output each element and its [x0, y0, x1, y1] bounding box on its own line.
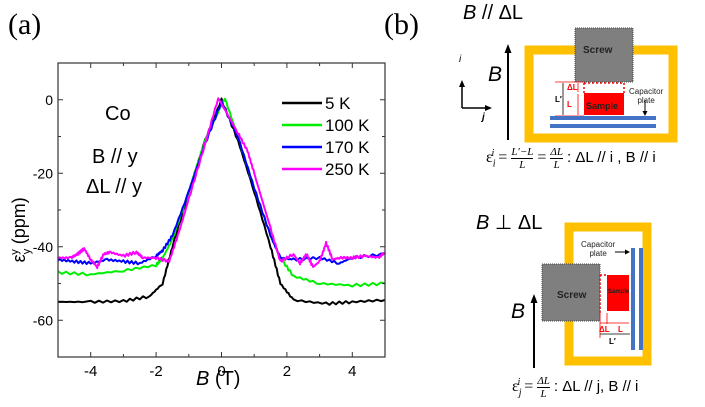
formula-top-tail: : ΔL // i , B // i — [567, 149, 656, 167]
delta-l-label-bottom: ΔL — [599, 325, 610, 334]
capacitor-plate-right-bottom — [639, 248, 643, 350]
diagram-top-title: B // ΔL — [463, 2, 523, 25]
capacitor-plate-left-bottom — [631, 248, 635, 350]
legend-label: 5 K — [325, 94, 351, 113]
frac-num: ΔL — [537, 375, 550, 388]
legend: 5 K 100 K 170 K 250 K — [282, 94, 370, 179]
formula-bottom-tail: : ΔL // j, B // i — [553, 378, 639, 396]
diagram-bottom-title: B ⊥ ΔL — [476, 210, 542, 235]
y-tick-label: -60 — [33, 312, 53, 328]
legend-label: 250 K — [325, 160, 370, 179]
capacitor-plate-lower-top — [550, 124, 656, 128]
annotation-material: Co — [105, 103, 131, 125]
x-tick-label: -2 — [149, 363, 162, 380]
lprime-label-bottom: L′ — [609, 337, 616, 346]
frac1-num: L′−L — [511, 146, 534, 159]
series-line-100k — [57, 97, 386, 288]
axis-j-label: j — [482, 112, 485, 123]
diagram-bottom-title-rest: ⊥ ΔL — [489, 212, 543, 234]
diagram-top — [459, 27, 678, 143]
annotation-strain-direction: ΔL // y — [86, 176, 142, 198]
x-tick-label: -4 — [84, 363, 97, 380]
diagram-bottom-title-b: B — [476, 212, 490, 234]
formula-bottom: εji = ΔL L : ΔL // j, B // i — [512, 375, 639, 400]
x-tick-label: 2 — [283, 363, 291, 380]
capacitor-plate-upper-top — [550, 116, 656, 120]
x-axis-label-var: B — [196, 368, 210, 390]
capacitor-label-bottom-1: Capacitor — [581, 240, 616, 249]
panel-label-b: (b) — [384, 8, 419, 41]
frac2-den: L — [553, 159, 560, 171]
field-label-bottom: B — [511, 300, 526, 323]
sample-label-bottom: Sample — [608, 289, 630, 295]
series-line-250k — [57, 97, 386, 270]
curves-layer — [57, 97, 386, 306]
sample-top — [584, 93, 624, 115]
panel-label-a: (a) — [8, 8, 42, 41]
screw-bottom — [541, 263, 601, 322]
frac1-den: L — [519, 159, 526, 171]
formula-bottom-epsilon: ε — [512, 378, 519, 396]
axis-i-label: i — [459, 54, 462, 65]
y-tick-label: -40 — [33, 239, 53, 255]
diagram-top-title-rest: // ΔL — [476, 2, 524, 24]
field-label-top: B — [488, 63, 503, 86]
x-tick-label: 4 — [348, 363, 356, 380]
legend-label: 170 K — [325, 138, 370, 157]
lprime-label-top: L′ — [555, 95, 562, 104]
capacitor-label-top-2: plate — [637, 96, 655, 105]
sample-bottom — [607, 275, 629, 311]
screw-top — [574, 27, 634, 83]
formula-top-frac2: ΔL L — [550, 146, 563, 171]
formula-top-sup: i — [491, 147, 495, 159]
y-axis-label: εyy (ppm) — [9, 197, 33, 263]
formula-bottom-sup: i — [517, 376, 521, 388]
field-arrowhead-top — [504, 44, 512, 53]
frac-den: L — [540, 388, 547, 400]
sample-label-top: Sample — [586, 101, 619, 111]
axis-j-arrowhead — [485, 105, 492, 111]
formula-top: εii = L′−L L = ΔL L : ΔL // i , B // i — [486, 146, 656, 171]
capacitor-label-bottom: Capacitor plate — [581, 240, 615, 258]
capacitor-label-top-1: Capacitor — [629, 87, 664, 96]
l-label-bottom: L — [618, 325, 623, 334]
screw-label-top: Screw — [583, 45, 613, 56]
axis-i-arrowhead — [459, 80, 465, 87]
frac2-num: ΔL — [550, 146, 563, 159]
y-tick-label: 0 — [45, 92, 53, 108]
formula-bottom-frac: ΔL L — [537, 375, 550, 400]
x-tick-label: 0 — [217, 363, 225, 380]
formula-top-epsilon: ε — [486, 149, 493, 167]
formula-top-frac1: L′−L L — [511, 146, 534, 171]
formula-bottom-sub: j — [518, 387, 522, 399]
diagram-top-title-b: B — [463, 2, 477, 24]
series-line-5k — [57, 97, 386, 306]
x-axis-label: B (T) — [196, 368, 240, 391]
formula-top-sub: i — [492, 158, 496, 170]
capacitor-label-top: Capacitor plate — [629, 87, 663, 105]
annotation-field-direction: B // y — [92, 146, 138, 168]
diagram-bottom — [530, 222, 652, 368]
ticks-layer: -4 -2 0 2 40-20-40-60 — [33, 62, 386, 380]
legend-label: 100 K — [325, 116, 370, 135]
screw-label-bottom: Screw — [557, 290, 587, 301]
x-axis-label-unit: (T) — [214, 368, 241, 390]
field-arrowhead-bottom — [530, 294, 538, 303]
l-label-top: L — [567, 100, 572, 109]
capacitor-label-bottom-2: plate — [589, 249, 607, 258]
delta-l-label-top: ΔL — [567, 83, 578, 92]
y-tick-label: -20 — [33, 165, 53, 181]
